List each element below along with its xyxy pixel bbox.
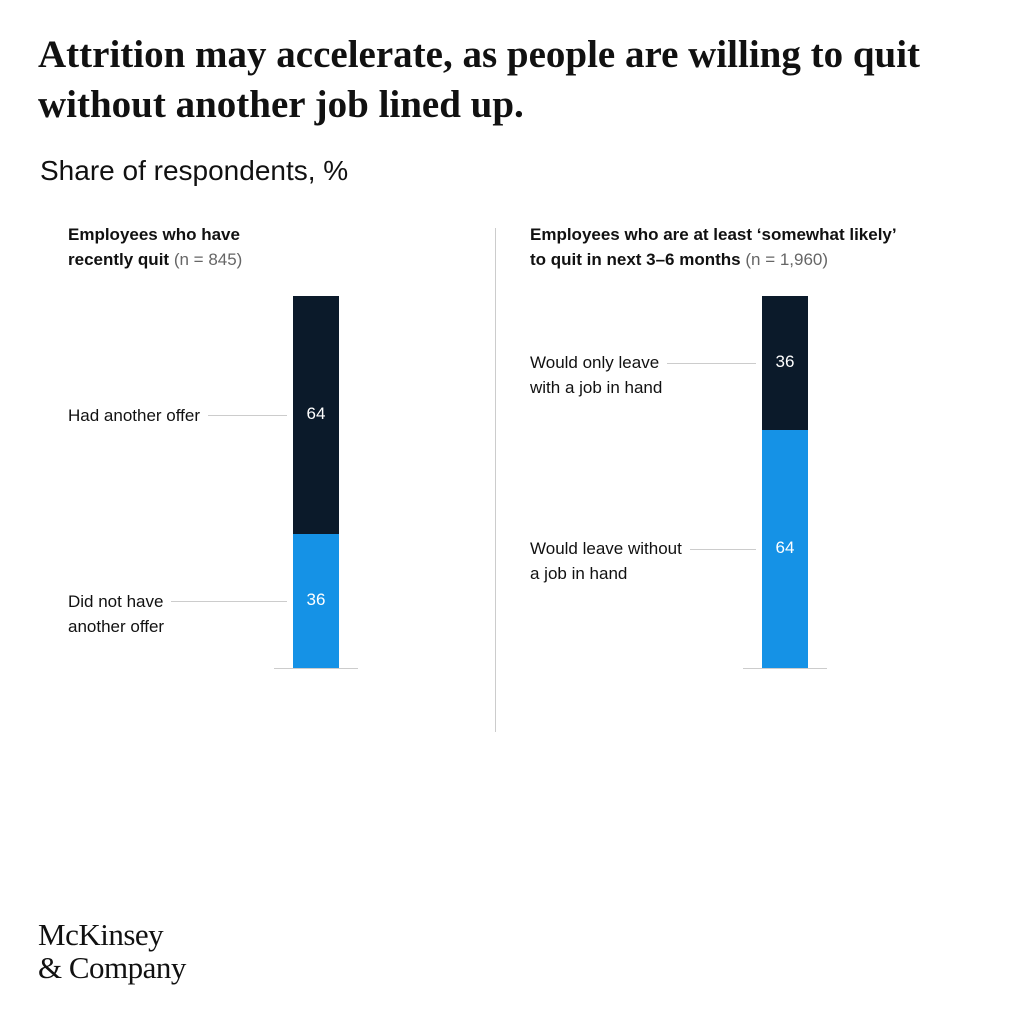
baseline bbox=[274, 668, 358, 669]
series-label: Had another offer bbox=[68, 405, 200, 425]
value-label: 36 bbox=[306, 590, 326, 610]
bar-segment bbox=[293, 296, 339, 535]
series-label: Did not have another offer bbox=[68, 591, 165, 636]
title: Attrition may accelerate, as people are … bbox=[38, 33, 921, 126]
chart-title-text: Employees who have recently quit bbox=[68, 225, 240, 269]
leader-line bbox=[171, 601, 287, 603]
chart-note: (n = 845) bbox=[173, 250, 243, 269]
chart-note: (n = 1,960) bbox=[745, 250, 829, 269]
divider bbox=[495, 228, 496, 732]
value-label: 36 bbox=[775, 351, 795, 371]
series-label: Would leave without a job in hand bbox=[530, 539, 682, 584]
leader-line bbox=[208, 415, 287, 417]
chart-title: Employees who have recently quit (n = 84… bbox=[68, 222, 242, 272]
leader-line bbox=[689, 548, 756, 550]
chart-title: Employees who are at least ‘somewhat lik… bbox=[530, 222, 897, 272]
baseline bbox=[743, 668, 827, 669]
value-label: 64 bbox=[775, 537, 795, 557]
bar-segment bbox=[293, 534, 339, 668]
chart-title-text: Employees who are at least ‘somewhat lik… bbox=[530, 225, 897, 269]
subtitle: Share of respondents, % bbox=[40, 155, 349, 186]
bar-segment bbox=[762, 429, 808, 668]
value-label: 64 bbox=[306, 404, 326, 424]
bar-segment bbox=[762, 296, 808, 430]
logo: McKinsey & Company bbox=[38, 917, 186, 985]
leader-line bbox=[667, 362, 756, 364]
series-label: Would only leave with a job in hand bbox=[530, 353, 663, 398]
